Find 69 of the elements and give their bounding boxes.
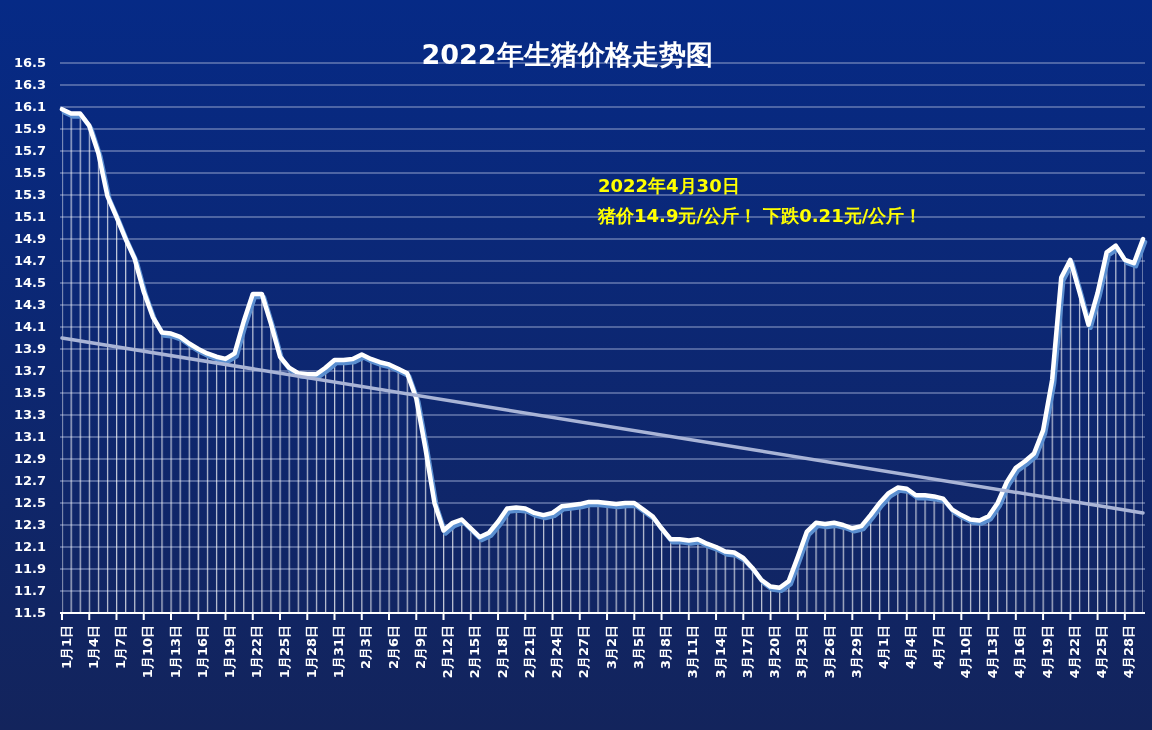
x-tick-label: 4月13日 (985, 625, 1001, 679)
x-tick-label: 3月29日 (848, 625, 864, 679)
x-tick-label: 4月22日 (1066, 625, 1082, 679)
x-tick-label: 1月7日 (113, 625, 128, 670)
x-tick-label: 1月31日 (331, 625, 347, 679)
y-tick-label: 12.5 (13, 494, 46, 510)
chart-title: 2022年生猪价格走势图 (421, 39, 713, 70)
x-tick-label: 2月18日 (494, 625, 510, 679)
x-tick-label: 3月11日 (685, 625, 701, 679)
x-tick-label: 1月10日 (140, 625, 156, 679)
y-tick-label: 14.1 (13, 318, 46, 334)
x-tick-label: 4月16日 (1012, 625, 1028, 679)
y-tick-label: 15.9 (13, 120, 46, 136)
y-tick-label: 15.1 (13, 208, 46, 224)
y-tick-label: 13.1 (13, 428, 46, 444)
y-tick-label: 12.7 (13, 472, 46, 488)
y-tick-label: 14.9 (13, 230, 46, 246)
y-tick-label: 12.1 (13, 538, 46, 554)
y-tick-label: 14.3 (13, 296, 46, 312)
y-tick-label: 16.5 (13, 54, 46, 70)
x-tick-label: 2月24日 (549, 625, 565, 679)
x-tick-label: 1月22日 (249, 625, 265, 679)
y-tick-label: 14.7 (13, 252, 46, 268)
y-tick-label: 12.3 (13, 516, 46, 532)
x-tick-label: 3月20日 (767, 625, 783, 679)
x-tick-label: 4月10日 (957, 625, 973, 679)
y-tick-label: 13.7 (13, 362, 46, 378)
y-tick-label: 12.9 (13, 450, 46, 466)
x-tick-label: 2月27日 (576, 625, 592, 679)
x-tick-label: 4月25日 (1094, 625, 1110, 679)
x-tick-label: 3月17日 (739, 625, 755, 679)
x-tick-label: 1月1日 (58, 625, 74, 670)
annotation: 2022年4月30日 (598, 175, 740, 196)
x-tick-label: 1月19日 (222, 625, 238, 679)
x-tick-label: 2月6日 (385, 625, 401, 670)
x-tick-label: 4月19日 (1039, 625, 1055, 679)
y-tick-label: 13.5 (13, 384, 46, 400)
y-tick-label: 11.5 (13, 604, 46, 620)
y-tick-label: 15.5 (13, 164, 46, 180)
x-tick-label: 2月12日 (440, 625, 456, 679)
x-tick-label: 4月4日 (903, 625, 919, 670)
annotation: 猪价14.9元/公斤！ 下跌0.21元/公斤！ (597, 205, 923, 226)
x-tick-label: 2月3日 (358, 625, 374, 670)
x-tick-label: 3月2日 (603, 625, 619, 670)
x-tick-label: 3月26日 (821, 625, 837, 679)
y-tick-label: 13.9 (13, 340, 46, 356)
x-tick-label: 3月8日 (658, 625, 674, 670)
y-tick-label: 15.3 (13, 186, 46, 202)
x-tick-label: 3月5日 (630, 625, 646, 670)
x-tick-label: 4月7日 (930, 625, 946, 670)
x-tick-label: 2月21日 (521, 625, 537, 679)
y-tick-label: 16.1 (13, 98, 46, 114)
x-tick-label: 4月28日 (1121, 625, 1137, 679)
x-tick-label: 3月23日 (794, 625, 810, 679)
y-tick-label: 16.3 (13, 76, 46, 92)
x-tick-label: 1月16日 (194, 625, 210, 679)
x-tick-label: 1月13日 (167, 625, 183, 679)
y-tick-label: 11.7 (13, 582, 46, 598)
x-tick-label: 2月9日 (412, 625, 428, 670)
y-tick-label: 15.7 (13, 142, 46, 158)
x-tick-label: 1月28日 (303, 625, 319, 679)
x-tick-label: 3月14日 (712, 625, 728, 679)
x-tick-label: 2月15日 (467, 625, 483, 679)
y-tick-label: 11.9 (13, 560, 46, 576)
y-tick-label: 14.5 (13, 274, 46, 290)
x-tick-label: 1月4日 (85, 625, 101, 670)
y-tick-label: 13.3 (13, 406, 46, 422)
x-tick-label: 1月25日 (276, 625, 292, 679)
x-tick-label: 4月1日 (876, 625, 892, 670)
